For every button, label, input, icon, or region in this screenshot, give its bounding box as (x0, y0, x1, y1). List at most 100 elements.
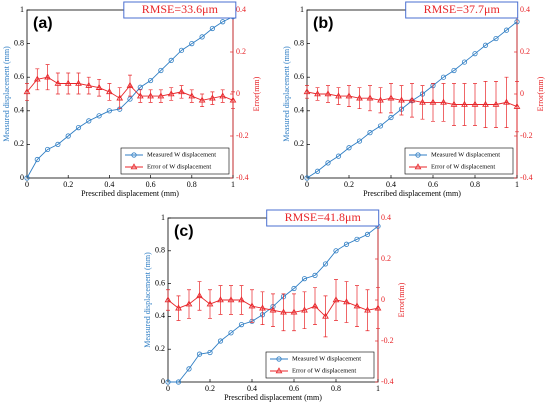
error-bar (169, 87, 174, 101)
error-bar (378, 87, 383, 114)
marker (461, 59, 468, 65)
marker (325, 160, 331, 166)
legend-marker (130, 163, 138, 170)
y-tick-label: 0.8 (14, 38, 24, 47)
x-axis-title: Prescribed displacement (mm) (224, 393, 322, 402)
y-tick-label: 0.2 (155, 344, 165, 353)
y-tick-label: 0.8 (155, 246, 165, 255)
marker (136, 92, 144, 99)
marker (408, 96, 416, 103)
y-tick-label: 0.4 (155, 311, 165, 320)
error-bar (25, 83, 29, 101)
y-tick-label: 0 (300, 173, 304, 182)
panel-label: (b) (313, 15, 333, 32)
marker (24, 175, 30, 181)
x-tick-label: 0.6 (146, 180, 156, 189)
marker (106, 88, 113, 95)
legend-box (404, 147, 514, 175)
y2-tick-label: -0.4 (520, 173, 533, 182)
y-tick-label: 1 (161, 213, 165, 222)
marker (238, 321, 245, 328)
marker (492, 100, 500, 107)
marker (440, 98, 447, 105)
marker (106, 108, 113, 114)
error-bar (315, 87, 320, 101)
marker (116, 94, 124, 101)
marker (354, 236, 360, 242)
legend-label: Measured W displacement (147, 151, 216, 158)
marker (33, 75, 41, 82)
marker (461, 100, 468, 107)
y-tick-label: 0.6 (14, 72, 24, 81)
error-bar (420, 85, 425, 120)
marker (471, 100, 479, 107)
x-tick-label: 0.8 (470, 180, 480, 189)
marker (164, 296, 172, 303)
marker (196, 351, 203, 357)
error-bar (515, 81, 519, 133)
annotation-box (266, 209, 380, 227)
error-bar (389, 83, 393, 114)
legend-label: Error of W displacement (431, 163, 495, 170)
marker (356, 94, 363, 101)
marker (228, 330, 234, 336)
marker (388, 114, 394, 121)
marker (157, 92, 165, 99)
error-bar (176, 295, 181, 321)
error-bar (355, 285, 359, 327)
error-bar (281, 293, 286, 332)
marker (248, 302, 256, 309)
y-tick-label: 0.2 (294, 139, 304, 148)
marker (95, 83, 103, 90)
legend-label: Error of W displacement (147, 163, 211, 170)
marker (450, 100, 458, 107)
error-bar (220, 89, 225, 103)
error-bar (323, 295, 328, 338)
marker (356, 138, 363, 144)
error-bar (462, 83, 467, 126)
y2-tick-label: 0.2 (381, 254, 391, 263)
x-tick-label: 1 (376, 384, 380, 393)
x-axis-title: Prescribed displacement (mm) (363, 189, 461, 198)
annotation: RMSE=41.8μm (285, 210, 362, 224)
legend-marker (276, 356, 282, 362)
error-bar (376, 287, 380, 330)
marker (482, 100, 489, 107)
legend-marker (414, 163, 422, 170)
y-tick-label: 0.2 (14, 139, 24, 148)
marker (364, 231, 371, 237)
marker (513, 102, 521, 109)
error-bar (158, 89, 163, 103)
marker (158, 67, 164, 74)
marker (147, 92, 154, 99)
y-tick-label: 1 (300, 5, 304, 14)
marker (269, 306, 277, 313)
marker (199, 34, 205, 40)
marker (34, 156, 40, 163)
error-bar (231, 91, 235, 110)
y2-tick-label: 0.2 (520, 47, 530, 56)
error-bar (229, 285, 233, 315)
marker (96, 113, 102, 119)
annotation: RMSE=37.7μm (424, 2, 501, 16)
marker (209, 94, 216, 101)
marker (345, 92, 353, 99)
marker (220, 19, 226, 25)
y2-tick-label: -0.4 (381, 377, 394, 386)
marker (207, 349, 213, 356)
marker (377, 96, 384, 103)
error-bar (239, 285, 244, 315)
marker (227, 296, 235, 303)
legend-box (265, 351, 375, 379)
legend-label: Measured W displacement (431, 151, 500, 158)
error-bar (452, 83, 456, 126)
error-bar (138, 89, 143, 103)
annotation-box (405, 1, 519, 19)
y2-tick-label: 0 (520, 89, 524, 98)
y2-tick-label: -0.4 (236, 173, 249, 182)
marker (332, 296, 340, 303)
marker (322, 261, 329, 267)
error-bar (55, 72, 60, 95)
marker (419, 98, 426, 105)
